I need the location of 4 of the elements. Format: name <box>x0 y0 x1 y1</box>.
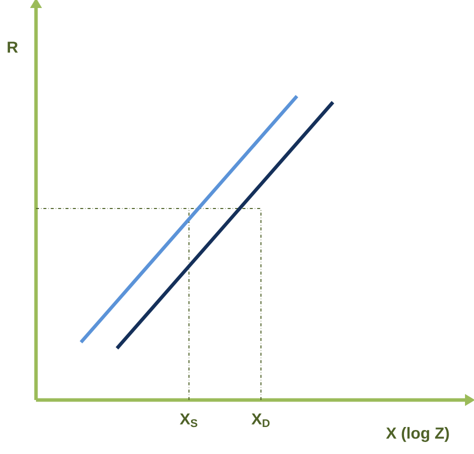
x-tick-label: X$_{S}$ <box>180 413 198 428</box>
x-axis-title: X (log Z) <box>386 427 449 442</box>
x-tick-label: X$_{D}$ <box>251 413 270 428</box>
y-axis-title: R <box>8 42 18 53</box>
